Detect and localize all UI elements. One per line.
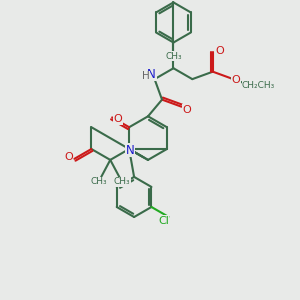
Text: O: O [232, 75, 241, 85]
Text: CH₃: CH₃ [113, 177, 130, 186]
Text: N: N [147, 68, 156, 81]
Text: Cl: Cl [158, 216, 169, 226]
Text: O: O [64, 152, 73, 162]
Text: CH₃: CH₃ [90, 177, 107, 186]
Text: CH₃: CH₃ [165, 52, 182, 61]
Text: H: H [142, 71, 149, 81]
Text: O: O [182, 105, 191, 115]
Text: N: N [126, 143, 134, 157]
Text: CH₂CH₃: CH₂CH₃ [242, 81, 275, 90]
Text: O: O [114, 114, 122, 124]
Text: O: O [215, 46, 224, 56]
